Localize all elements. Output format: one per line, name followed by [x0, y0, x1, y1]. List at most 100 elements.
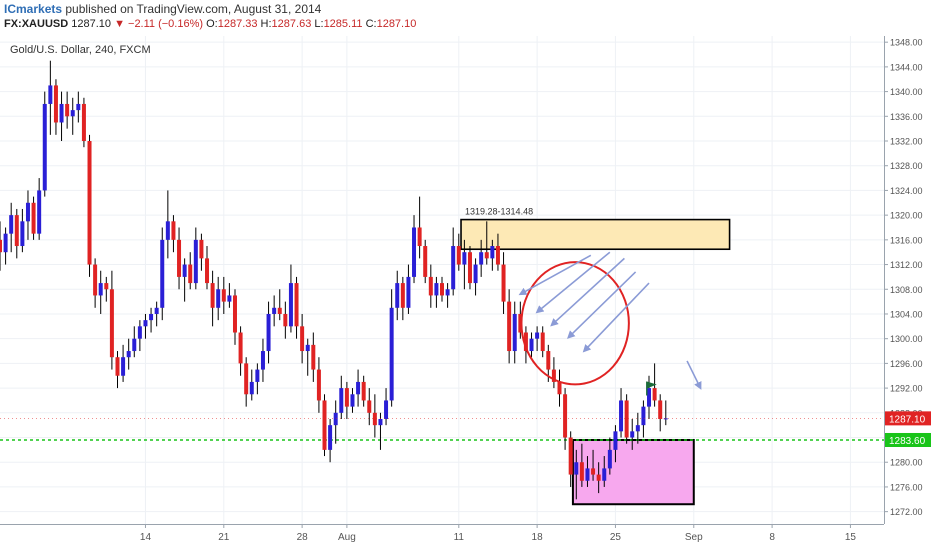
candle-body	[14, 215, 19, 247]
candle-body	[328, 425, 333, 450]
candle-body	[523, 332, 528, 352]
candle-body	[255, 369, 260, 382]
candle-body	[658, 400, 663, 419]
candle-body	[647, 388, 652, 407]
candle-body	[512, 313, 517, 352]
x-tick-label: Aug	[338, 532, 356, 543]
y-tick-label: 1340.00	[890, 87, 923, 97]
candle-body	[115, 357, 120, 376]
y-tick-label: 1300.00	[890, 334, 923, 344]
change-value: −2.11 (−0.16%)	[128, 18, 204, 30]
candle-body	[300, 326, 305, 352]
chart-area[interactable]: 1272.001276.001280.001284.001288.001292.…	[0, 36, 932, 550]
candle-body	[367, 400, 372, 413]
candle-body	[473, 264, 478, 284]
resistance-zone-label: 1319.28-1314.48	[465, 207, 533, 217]
annotation-arrow	[535, 251, 611, 314]
candle-body	[132, 338, 137, 352]
candle-body	[551, 369, 556, 382]
candle-body	[596, 474, 601, 481]
candle-body	[9, 215, 14, 234]
y-tick-label: 1336.00	[890, 112, 923, 122]
close-value: 1287.10	[376, 18, 417, 30]
candle-body	[25, 202, 30, 222]
candle-body	[495, 246, 500, 265]
candle-body	[428, 276, 433, 296]
resistance-zone	[460, 218, 731, 251]
candle-body	[490, 246, 495, 259]
candle-body	[635, 425, 640, 432]
candle-body	[652, 388, 657, 401]
candle-body	[154, 307, 159, 314]
y-tick-label: 1304.00	[890, 309, 923, 319]
candle-body	[283, 313, 288, 327]
candle-body	[501, 264, 506, 302]
candle-body	[350, 394, 355, 407]
y-tick-label: 1276.00	[890, 482, 923, 492]
candle-body	[434, 283, 439, 296]
candle-body	[126, 351, 131, 358]
candle-body	[143, 320, 148, 327]
symbol-label: FX:XAUUSD	[4, 18, 69, 30]
candle-body	[277, 307, 282, 314]
candle-body	[294, 283, 299, 327]
candle-body	[121, 357, 126, 376]
open-value: 1287.33	[217, 18, 258, 30]
candle-body	[602, 468, 607, 481]
candle-body	[59, 103, 64, 123]
candle-body	[619, 400, 624, 432]
candle-body	[20, 221, 25, 247]
candle-body	[624, 400, 629, 438]
candle-body	[210, 283, 215, 308]
annotation-arrow	[550, 257, 625, 327]
high-value: 1287.63	[271, 18, 312, 30]
candle-body	[384, 400, 389, 419]
candle-body	[81, 103, 86, 142]
x-tick-label: 28	[297, 532, 309, 543]
candle-body	[305, 344, 310, 352]
candle-body	[193, 239, 198, 284]
chart-header: ICmarkets published on TradingView.com, …	[0, 0, 932, 36]
price-chart[interactable]: 1272.001276.001280.001284.001288.001292.…	[0, 36, 932, 550]
candle-body	[568, 437, 573, 475]
low-label: L:	[314, 18, 324, 30]
candle-body	[149, 313, 154, 321]
y-tick-label: 1308.00	[890, 285, 923, 295]
x-tick-label: 18	[532, 532, 544, 543]
candle-body	[76, 103, 81, 111]
candle-body	[316, 369, 321, 401]
support-price-badge	[885, 432, 931, 447]
candle-body	[177, 239, 182, 277]
candle-body	[445, 289, 450, 296]
candle-body	[199, 239, 204, 259]
candle-body	[462, 252, 467, 265]
candle-body	[613, 431, 618, 450]
x-tick-label: 21	[218, 532, 230, 543]
candle-body	[0, 239, 2, 253]
support-price-label: 1283.60	[889, 436, 926, 447]
y-tick-label: 1328.00	[890, 161, 923, 171]
candle-body	[585, 468, 590, 481]
y-tick-label: 1324.00	[890, 186, 923, 196]
y-tick-label: 1296.00	[890, 359, 923, 369]
candle-body	[205, 258, 210, 284]
last-price-value: 1287.10	[71, 18, 111, 30]
candle-body	[412, 227, 417, 277]
candle-body	[70, 110, 75, 117]
candle-body	[311, 344, 316, 370]
publisher-line: ICmarkets published on TradingView.com, …	[4, 2, 321, 16]
annotation-arrow	[567, 271, 637, 339]
publisher-name[interactable]: ICmarkets	[4, 2, 63, 16]
candle-body	[227, 295, 232, 302]
highlight-circle	[520, 261, 630, 386]
candle-body	[260, 351, 265, 370]
candle-body	[641, 406, 646, 426]
candle-body	[31, 202, 36, 234]
candle-body	[344, 388, 349, 407]
candle-body	[93, 264, 98, 296]
candle-body	[372, 412, 377, 426]
candle-body	[65, 103, 70, 117]
candle-body	[272, 307, 277, 314]
candle-body	[53, 85, 58, 123]
x-tick-label: 15	[845, 532, 857, 543]
